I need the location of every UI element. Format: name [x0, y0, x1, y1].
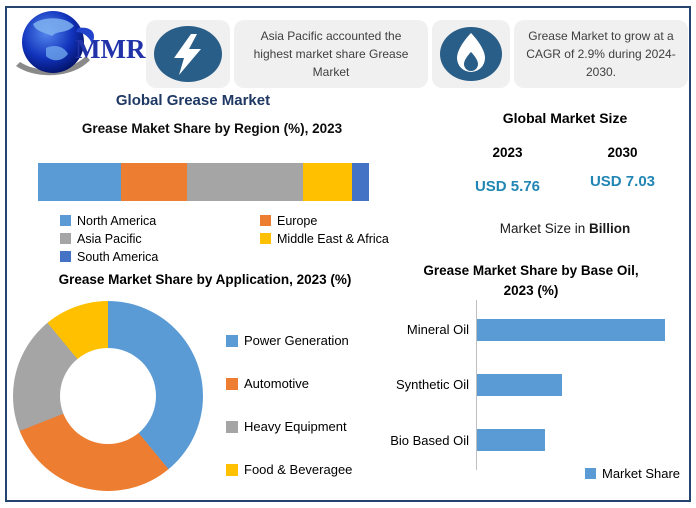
application-legend: Power Generation Automotive Heavy Equipmen… [226, 332, 352, 504]
region-segment [120, 163, 187, 201]
application-legend-item: Automotive [226, 375, 352, 392]
region-segment [38, 163, 121, 201]
application-legend-item: Food & Beveragee [226, 461, 352, 478]
logo-continent [33, 18, 74, 36]
application-chart-title: Grease Market Share by Application, 2023… [58, 272, 352, 287]
baseoil-bar [477, 373, 563, 396]
baseoil-track [477, 357, 689, 412]
badge-cagr: Grease Market to grow at a CAGR of 2.9% … [514, 20, 688, 88]
badge-lightning-chip [146, 20, 230, 88]
region-legend-item: North America [60, 212, 260, 229]
logo-text: MMR [75, 34, 146, 64]
application-donut [13, 301, 203, 491]
legend-label: Middle East & Africa [277, 231, 389, 246]
baseoil-row: Mineral Oil [380, 302, 689, 357]
baseoil-category-label: Mineral Oil [406, 322, 469, 338]
legend-label: North America [77, 213, 157, 228]
legend-label: Automotive [244, 376, 310, 391]
baseoil-axis-line [476, 300, 477, 470]
baseoil-legend-label: Market Share [602, 466, 681, 481]
region-segment [302, 163, 353, 201]
baseoil-chart: Mineral Oil Synthetic Oil Bio Based Oil [380, 302, 689, 468]
application-legend-item: Power Generation [226, 332, 352, 349]
baseoil-category-label: Synthetic Oil [396, 377, 469, 393]
legend-label: Food & Beveragee [244, 462, 353, 477]
badge-asia-pacific: Asia Pacific accounted the highest marke… [234, 20, 428, 88]
baseoil-bar [477, 429, 546, 452]
baseoil-track [477, 302, 689, 357]
baseoil-row: Bio Based Oil [380, 413, 689, 468]
market-size-values: USD 5.76 USD 7.03 [450, 173, 680, 195]
market-size-years: 2023 2030 [450, 145, 680, 160]
value-2023: USD 5.76 [474, 178, 541, 195]
logo-swoosh-gray [16, 56, 90, 76]
legend-swatch [226, 420, 238, 433]
market-size-note-unit: Billion [589, 221, 631, 236]
legend-swatch [226, 463, 238, 476]
baseoil-legend-swatch [585, 468, 596, 479]
legend-label: Heavy Equipment [244, 419, 347, 434]
market-size-title: Global Market Size [502, 110, 628, 126]
mmr-globe-logo: MMR [16, 11, 146, 76]
year-2023-label: 2023 [492, 145, 523, 160]
value-2030: USD 7.03 [589, 173, 656, 190]
legend-swatch [226, 334, 238, 347]
legend-swatch [60, 215, 71, 226]
legend-swatch [60, 251, 71, 262]
badge-asia-pacific-text: Asia Pacific accounted the highest marke… [253, 29, 409, 79]
flame-icon [440, 27, 502, 81]
logo-swoosh-blue [76, 27, 95, 44]
region-legend-item: South America [60, 248, 260, 265]
legend-swatch [226, 377, 238, 390]
legend-swatch [260, 215, 271, 226]
application-legend-item: Heavy Equipment [226, 418, 352, 435]
region-segment [186, 163, 303, 201]
lightning-icon [154, 26, 222, 82]
baseoil-category-label: Bio Based Oil [390, 432, 469, 448]
market-size-note: Market Size in Billion [450, 221, 680, 236]
region-legend-item: Europe [260, 212, 405, 229]
region-segment [352, 163, 369, 201]
legend-label: Europe [277, 213, 318, 228]
baseoil-row: Synthetic Oil [380, 357, 689, 412]
region-stacked-bar [38, 163, 369, 201]
logo-continent-2 [46, 46, 68, 61]
badge-cagr-text: Grease Market to grow at a CAGR of 2.9% … [526, 29, 676, 79]
region-legend-item: Middle East & Africa [260, 230, 405, 247]
year-2030-label: 2030 [607, 145, 638, 160]
legend-swatch [260, 233, 271, 244]
baseoil-bar [477, 318, 666, 341]
region-chart-title: Grease Maket Share by Region (%), 2023 [81, 121, 343, 136]
baseoil-chart-title: Grease Market Share by Base Oil, 2023 (%… [423, 263, 639, 299]
badge-flame-chip [432, 20, 510, 88]
region-legend: North America Europe Asia Pacific Middle Ea… [60, 212, 405, 265]
baseoil-track [477, 413, 689, 468]
baseoil-legend: Market Share [585, 466, 680, 481]
legend-label: Asia Pacific [77, 231, 142, 246]
donut-hole [60, 348, 156, 444]
page-title: Global Grease Market [115, 92, 271, 109]
market-size-note-prefix: Market Size in [499, 221, 586, 236]
legend-label: South America [77, 249, 159, 264]
legend-swatch [60, 233, 71, 244]
region-legend-item: Asia Pacific [60, 230, 260, 247]
legend-label: Power Generation [244, 333, 349, 348]
